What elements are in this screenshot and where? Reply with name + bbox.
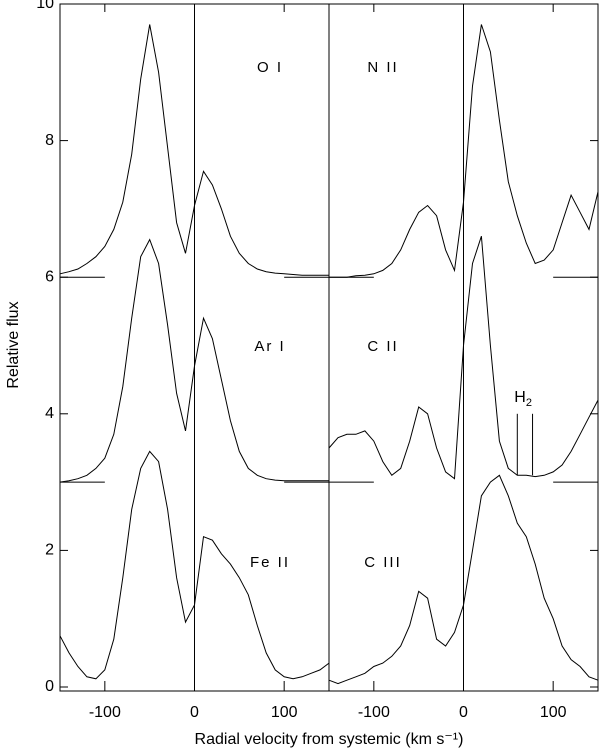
spectrum-line bbox=[59, 24, 329, 276]
series-label: O I bbox=[257, 59, 283, 76]
y-tick-label: 0 bbox=[45, 678, 54, 695]
y-axis-label: Relative flux bbox=[5, 301, 22, 388]
annotation-text: H bbox=[514, 389, 526, 406]
x-tick-label: -100 bbox=[89, 704, 121, 721]
spectrum-line bbox=[59, 450, 330, 680]
y-tick-label: 4 bbox=[45, 405, 54, 422]
spectrum-line bbox=[328, 236, 599, 480]
spectrum-line bbox=[59, 238, 329, 483]
annotation-subscript: 2 bbox=[526, 397, 532, 409]
y-tick-label: 8 bbox=[45, 132, 54, 149]
spectrum-line bbox=[329, 24, 599, 278]
series-label: Fe II bbox=[250, 554, 290, 571]
x-tick-label: 0 bbox=[459, 704, 468, 721]
x-tick-label: 100 bbox=[271, 704, 298, 721]
x-axis-label: Radial velocity from systemic (km s⁻¹) bbox=[195, 731, 464, 748]
x-tick-label: 0 bbox=[190, 704, 199, 721]
annotation-label: H2 bbox=[514, 389, 532, 409]
x-tick-label: 100 bbox=[540, 704, 567, 721]
series-label: N II bbox=[367, 59, 398, 76]
x-tick-label: -100 bbox=[358, 704, 390, 721]
y-tick-label: 6 bbox=[45, 268, 54, 285]
y-tick-label: 2 bbox=[45, 542, 54, 559]
series-label: C II bbox=[367, 338, 398, 355]
spectrum-line bbox=[328, 474, 599, 685]
series-label: C III bbox=[364, 554, 402, 571]
series-label: Ar I bbox=[254, 338, 285, 355]
y-tick-label: 10 bbox=[36, 0, 54, 12]
